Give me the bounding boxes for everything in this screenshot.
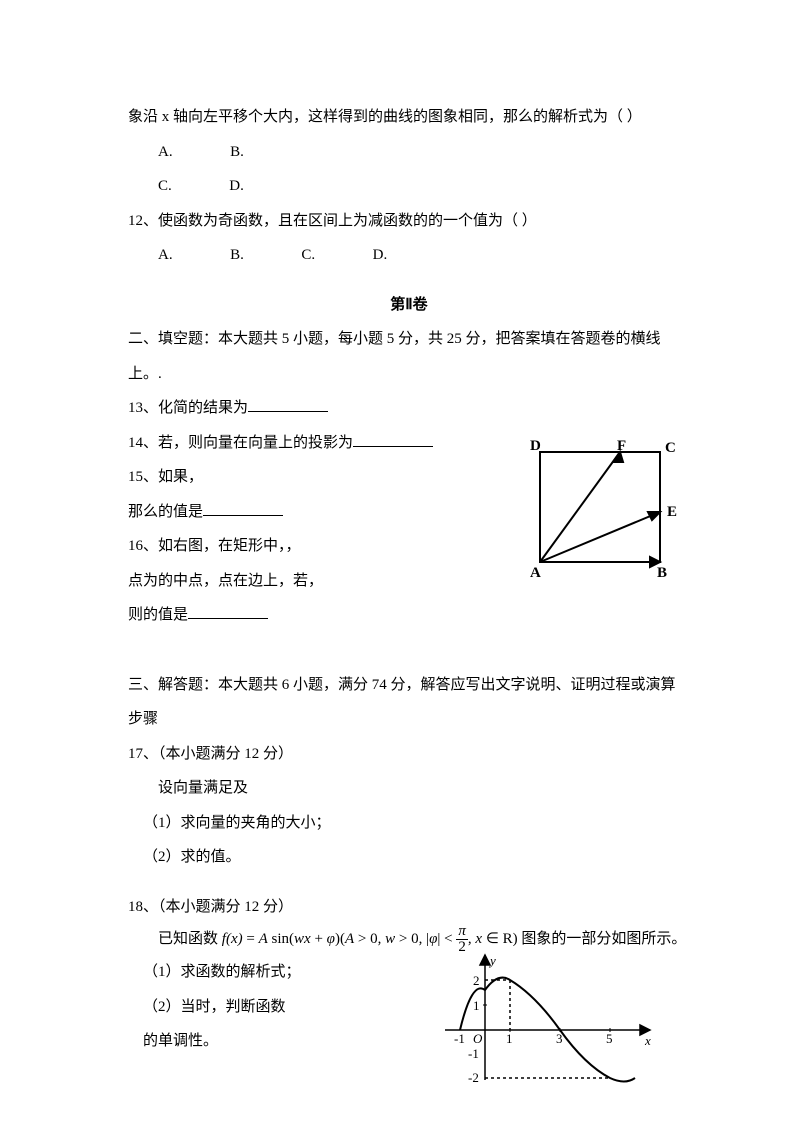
- ytick-n1: -1: [468, 1046, 479, 1061]
- q14-blank: [353, 431, 433, 447]
- ytick-1: 1: [473, 998, 480, 1013]
- label-A: A: [530, 565, 541, 581]
- label-D: D: [530, 440, 541, 454]
- section2-title: 第Ⅱ卷: [128, 288, 690, 323]
- figure-rectangle: D F C E A B: [525, 440, 680, 599]
- q12-text: 12、使函数为奇函数，且在区间上为减函数的的一个值为（ ）: [128, 204, 690, 239]
- ytick-n2: -2: [468, 1070, 479, 1085]
- x-axis-label: x: [644, 1033, 651, 1048]
- label-B: B: [657, 565, 667, 581]
- xtick-5: 5: [606, 1031, 613, 1046]
- q17-title: 17、（本小题满分 12 分）: [128, 737, 690, 772]
- label-F: F: [617, 440, 626, 454]
- q-cont-text: 象沿 x 轴向左平移个大内，这样得到的曲线的图象相同，那么的解析式为（ ）: [128, 100, 690, 135]
- q17-body: 设向量满足及: [128, 771, 690, 806]
- q13-blank: [248, 396, 328, 412]
- ytick-2: 2: [473, 973, 480, 988]
- q17-p2: （2）求的值。: [128, 840, 690, 875]
- q12-d: D.: [373, 247, 388, 263]
- solve-header: 三、解答题：本大题共 6 小题，满分 74 分，解答应写出文字说明、证明过程或演…: [128, 668, 690, 737]
- q14-text: 14、若，则向量在向量上的投影为: [128, 435, 353, 451]
- q12-c: C.: [301, 247, 315, 263]
- q-cont-a: A.: [158, 144, 173, 160]
- q15-blank: [203, 500, 283, 516]
- xtick-n1: -1: [454, 1031, 465, 1046]
- y-axis-label: y: [488, 953, 496, 968]
- q-cont-b: B.: [230, 144, 244, 160]
- label-C: C: [665, 440, 676, 456]
- origin-label: O: [473, 1031, 483, 1046]
- q18-title: 18、（本小题满分 12 分）: [128, 890, 690, 925]
- q16-line3: 则的值是: [128, 607, 188, 623]
- q17-p1: （1）求向量的夹角的大小；: [128, 806, 690, 841]
- label-E: E: [667, 504, 677, 520]
- q16-blank: [188, 603, 268, 619]
- figure-sine-graph: y x 2 1 -1 -2 -1 1 3 5 O: [440, 950, 660, 1104]
- q12-a: A.: [158, 247, 173, 263]
- xtick-1: 1: [506, 1031, 513, 1046]
- q-cont-d: D.: [229, 178, 244, 194]
- q12-b: B.: [230, 247, 244, 263]
- q15-line2: 那么的值是: [128, 504, 203, 520]
- q13-text: 13、化简的结果为: [128, 400, 248, 416]
- fill-header: 二、填空题：本大题共 5 小题，每小题 5 分，共 25 分，把答案填在答题卷的…: [128, 322, 690, 391]
- q-cont-c: C.: [158, 178, 172, 194]
- xtick-3: 3: [556, 1031, 563, 1046]
